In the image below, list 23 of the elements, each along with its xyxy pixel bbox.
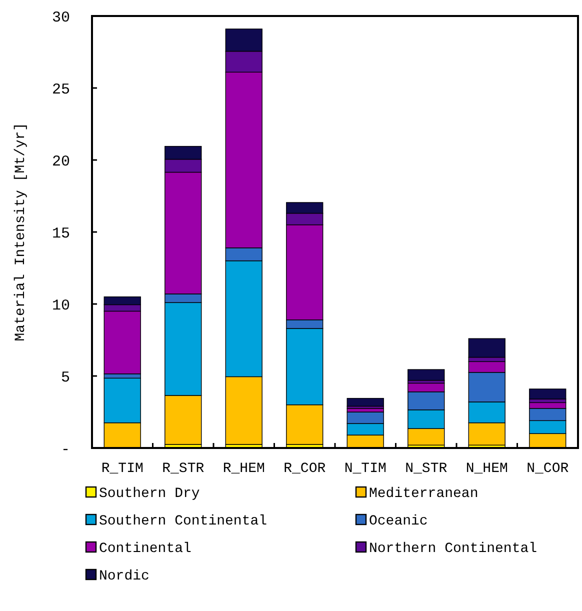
x-tick-label: R_COR <box>284 461 326 477</box>
legend-label: Oceanic <box>369 513 428 530</box>
legend-label: Nordic <box>99 568 150 584</box>
legend-label: Southern Dry <box>99 486 200 502</box>
y-tick-label: - <box>60 441 70 458</box>
x-tick-label: N_HEM <box>466 461 508 477</box>
y-axis-title: Material Intensity [Mt/yr] <box>13 122 29 342</box>
y-tick-label: 5 <box>60 369 70 386</box>
x-tick-label: N_STR <box>405 461 448 477</box>
y-tick-label: 25 <box>52 81 70 98</box>
y-tick-label: 20 <box>52 153 70 170</box>
y-tick-label: 15 <box>52 225 70 242</box>
x-tick-label: R_STR <box>162 461 205 477</box>
legend-label: Continental <box>99 540 192 557</box>
legend-label: Southern Continental <box>99 513 268 530</box>
legend-label: Northern Continental <box>369 540 538 557</box>
x-tick-label: N_COR <box>526 461 570 477</box>
x-tick-label: N_TIM <box>344 461 386 477</box>
y-tick-label: 10 <box>52 297 70 314</box>
y-tick-label: 30 <box>52 9 70 26</box>
x-tick-label: R_HEM <box>222 461 265 477</box>
legend-label: Mediterranean <box>369 486 478 502</box>
x-tick-label: R_TIM <box>101 461 144 477</box>
